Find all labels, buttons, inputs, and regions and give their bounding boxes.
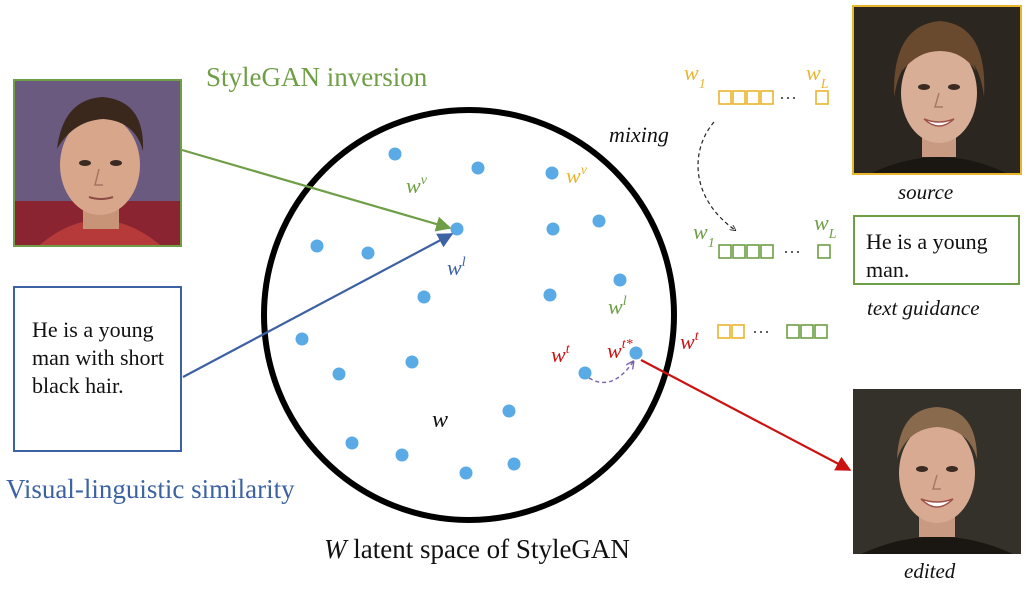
- vector-row-mixed: [717, 324, 828, 339]
- man-face-icon: [15, 81, 180, 245]
- vector-row-green: [718, 244, 831, 259]
- latent-dot: [543, 288, 557, 302]
- similarity-arrow: [182, 233, 454, 378]
- latent-caption-w: W: [324, 534, 347, 564]
- edited-face-icon: [853, 389, 1021, 554]
- text-guidance-box: He is a young man.: [853, 215, 1020, 285]
- latent-dot: [578, 366, 592, 380]
- label-wL-green: wL: [814, 210, 837, 242]
- latent-space-caption: W latent space of StyleGAN: [324, 534, 630, 565]
- latent-dot: [471, 161, 485, 175]
- latent-dot: [629, 346, 643, 360]
- label-w-v-yellow: wv: [566, 163, 588, 188]
- similarity-title: Visual-linguistic similarity: [6, 474, 295, 504]
- latent-dot: [395, 448, 409, 462]
- text-guidance-caption: text guidance: [867, 296, 980, 320]
- latent-dot: [388, 147, 402, 161]
- latent-dot: [613, 273, 627, 287]
- label-w-t-star: wt*: [607, 337, 633, 363]
- source-caption: source: [898, 180, 954, 204]
- text-input-box: He is a young man with short black hair.: [13, 286, 182, 452]
- ellipsis-yellow: ···: [779, 88, 797, 108]
- latent-dot: [450, 222, 464, 236]
- inversion-title: StyleGAN inversion: [206, 62, 428, 92]
- label-w1-yellow: w1: [684, 60, 706, 92]
- latent-dot: [405, 355, 419, 369]
- latent-dot: [332, 367, 346, 381]
- edited-face-photo: [853, 389, 1021, 554]
- label-w1-green: w1: [693, 219, 715, 251]
- mixing-curve: [697, 121, 735, 230]
- latent-dot: [417, 290, 431, 304]
- label-w-center: w: [432, 407, 448, 433]
- label-w-v-green: wv: [406, 173, 428, 198]
- latent-dot: [310, 239, 324, 253]
- label-w-l-blue: wl: [447, 255, 466, 280]
- latent-dot: [502, 404, 516, 418]
- inversion-arrow: [181, 148, 452, 232]
- text-guidance-content: He is a young man.: [866, 229, 988, 282]
- latent-caption-rest: latent space of StyleGAN: [346, 534, 630, 564]
- label-w-l-green: wl: [608, 294, 627, 319]
- woman-face-icon: [854, 7, 1020, 173]
- label-w-t: wt: [551, 342, 571, 367]
- label-w-t-row: wt: [680, 329, 700, 354]
- ellipsis-mixed: ···: [752, 322, 770, 342]
- latent-dots: [295, 147, 643, 480]
- ellipsis-green: ···: [783, 242, 801, 262]
- latent-dot: [546, 222, 560, 236]
- edit-arrow: [640, 359, 852, 471]
- latent-dot: [545, 166, 559, 180]
- latent-dot: [592, 214, 606, 228]
- label-wL-yellow: wL: [806, 60, 829, 92]
- latent-dot: [459, 466, 473, 480]
- source-face-photo: [852, 5, 1022, 175]
- text-input-content: He is a young man with short black hair.: [32, 317, 164, 398]
- shift-arrow: [588, 362, 633, 384]
- latent-space-circle: [261, 107, 677, 523]
- latent-dot: [361, 246, 375, 260]
- mixing-label: mixing: [609, 122, 669, 147]
- latent-dot: [345, 436, 359, 450]
- vector-row-yellow: [718, 90, 829, 105]
- input-face-photo: [13, 79, 182, 247]
- edited-caption: edited: [904, 559, 956, 583]
- latent-dot: [507, 457, 521, 471]
- latent-dot: [295, 332, 309, 346]
